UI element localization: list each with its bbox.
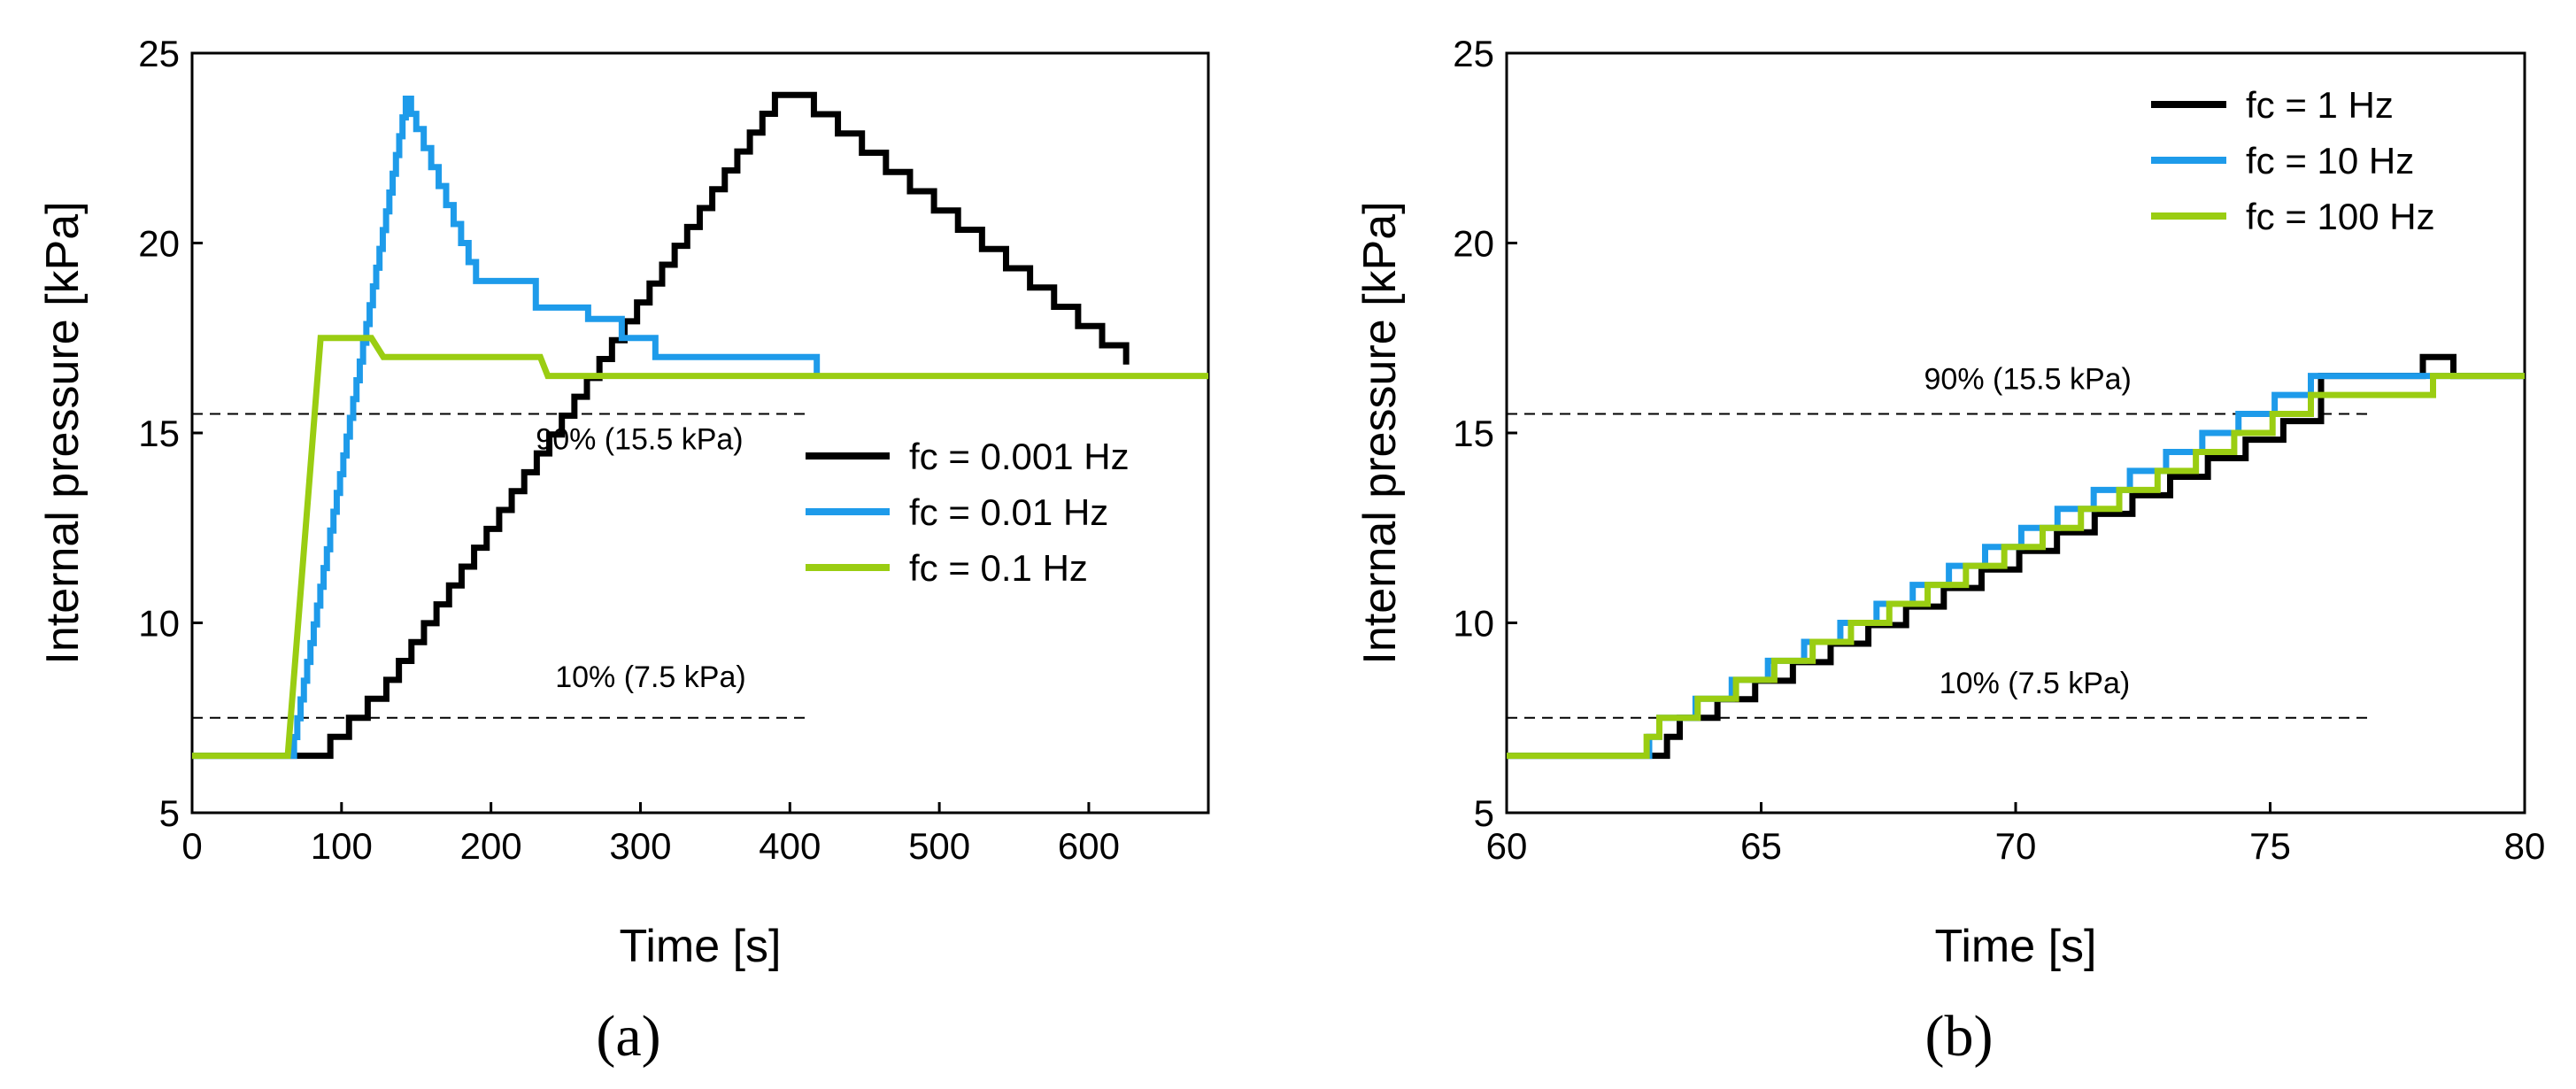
x-tick-label-a: 600 <box>1058 825 1120 867</box>
x-tick-label-b: 75 <box>2249 825 2291 867</box>
series-line-a-1 <box>192 91 1130 760</box>
x-tick-label-b: 80 <box>2504 825 2546 867</box>
y-tick-label-a: 20 <box>138 223 180 265</box>
y-tick-label-a: 10 <box>138 603 180 645</box>
x-tick-label-b: 70 <box>1995 825 2037 867</box>
reference-label-a: 90% (15.5 kPa) <box>536 423 743 457</box>
legend-label-a: fc = 0.01 Hz <box>909 491 1108 533</box>
y-axis-title-b: Internal pressure [kPa] <box>1354 201 1406 664</box>
chart-panel-a: Time [s] Internal pressure [kPa] (a) 0 10… <box>37 33 1210 1069</box>
legend-label-b: fc = 100 Hz <box>2246 196 2435 237</box>
x-tick-label-a: 500 <box>908 825 970 867</box>
reference-label-b: 90% (15.5 kPa) <box>1924 363 2132 397</box>
y-tick-label-b: 5 <box>1474 792 1494 834</box>
x-tick-label-a: 0 <box>181 825 202 867</box>
series-line-b-3 <box>1507 373 2525 760</box>
y-tick-label-a: 25 <box>138 33 180 74</box>
x-tick-label-b: 60 <box>1486 825 1528 867</box>
x-axis-title-a: Time [s] <box>620 921 782 972</box>
y-tick-label-a: 15 <box>138 413 180 454</box>
x-tick-label-a: 200 <box>460 825 522 867</box>
reference-label-a: 10% (7.5 kPa) <box>555 660 745 694</box>
chart-panel-b: Time [s] Internal pressure [kPa] (b) 60 6… <box>1354 33 2545 1069</box>
x-tick-label-a: 400 <box>759 825 821 867</box>
y-tick-label-b: 20 <box>1453 223 1494 265</box>
panel-label-a: (a) <box>596 1004 660 1069</box>
legend-label-b: fc = 1 Hz <box>2246 84 2394 126</box>
series-line-a-3 <box>192 335 1208 760</box>
x-axis-title-b: Time [s] <box>1935 921 2097 972</box>
series-line-a-2 <box>192 95 821 760</box>
legend-label-b: fc = 10 Hz <box>2246 140 2414 182</box>
y-tick-label-b: 15 <box>1453 413 1494 454</box>
x-tick-label-b: 65 <box>1740 825 1782 867</box>
reference-label-b: 10% (7.5 kPa) <box>1940 667 2130 700</box>
y-tick-label-a: 5 <box>159 792 180 834</box>
y-axis-title-a: Internal pressure [kPa] <box>37 201 89 664</box>
y-tick-label-b: 25 <box>1453 33 1494 74</box>
panel-label-b: (b) <box>1925 1004 1994 1069</box>
legend-label-a: fc = 0.001 Hz <box>909 436 1130 477</box>
x-tick-label-a: 100 <box>311 825 373 867</box>
y-tick-label-b: 10 <box>1453 603 1494 645</box>
x-tick-label-a: 300 <box>609 825 671 867</box>
legend-label-a: fc = 0.1 Hz <box>909 547 1088 589</box>
